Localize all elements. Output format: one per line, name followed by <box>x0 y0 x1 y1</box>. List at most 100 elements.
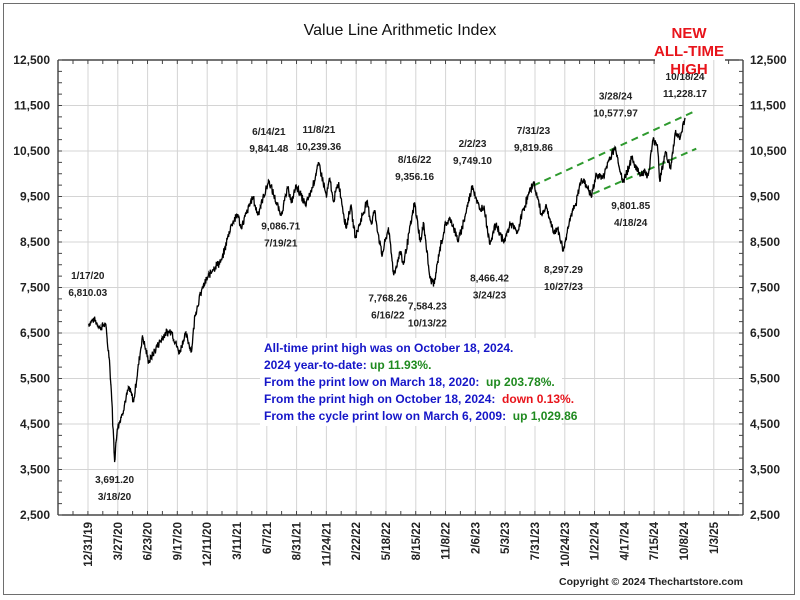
annotation-value: 8,466.42 <box>470 274 509 285</box>
annotation-10-13-22: 7,584.23 10/13/22 <box>408 302 447 330</box>
annotation-value: 8,297.29 <box>544 265 583 276</box>
y-tick-label: 4,500 <box>750 417 780 431</box>
annotation-date: 11/8/21 <box>303 125 336 136</box>
x-tick-label: 12/31/19 <box>83 522 95 567</box>
info-line: 2024 year-to-date: up 11.93%. <box>264 358 431 372</box>
annotation-7-19-21: 9,086.71 7/19/21 <box>261 221 300 249</box>
annotation-date: 4/18/24 <box>614 218 648 229</box>
data-annotations: 1/17/20 6,810.03 3,691.20 3/18/20 6/14/21 9,8… <box>68 72 707 503</box>
info-span: From the print low on March 18, 2020: <box>264 375 486 389</box>
x-tick-label: 6/7/21 <box>262 521 274 554</box>
trend-line-lower <box>592 147 697 195</box>
x-tick-label: 11/8/22 <box>441 522 453 560</box>
y-tick-label: 12,500 <box>750 53 787 67</box>
chart-title: Value Line Arithmetic Index <box>304 22 497 39</box>
annotation-date: 7/31/23 <box>517 126 551 137</box>
y-tick-label: 3,500 <box>750 463 780 477</box>
info-span: 2024 year-to-date: <box>264 358 370 372</box>
y-tick-label: 6,500 <box>20 326 50 340</box>
x-tick-label: 2/6/23 <box>470 522 482 554</box>
annotation-value: 9,841.48 <box>249 144 288 155</box>
x-tick-label: 10/8/24 <box>679 521 691 560</box>
annotation-3-24-23: 8,466.42 3/24/23 <box>470 274 509 302</box>
y-tick-label: 12,500 <box>13 53 50 67</box>
series-line-value-line-arithmetic-index <box>88 117 686 463</box>
annotation-value: 10,577.97 <box>593 108 638 119</box>
annotation-date: 10/18/24 <box>666 72 705 83</box>
x-tick-label: 12/11/20 <box>202 522 214 566</box>
annotation-value: 9,356.16 <box>395 172 434 183</box>
x-tick-label: 6/23/20 <box>143 522 155 560</box>
x-tick-label: 4/17/24 <box>619 521 631 560</box>
y-tick-label: 4,500 <box>20 417 50 431</box>
info-span: From the print high on October 18, 2024: <box>264 392 502 406</box>
annotation-date: 1/17/20 <box>71 271 105 282</box>
annotation-6-16-22: 7,768.26 6/16/22 <box>368 293 407 321</box>
y-tick-label: 11,500 <box>14 99 50 113</box>
annotation-1-17-20: 1/17/20 6,810.03 <box>68 271 107 299</box>
y-tick-labels-left: 2,500 3,500 4,500 5,500 6,500 7,500 8,500 9,500… <box>13 53 50 522</box>
annotation-value: 9,819.86 <box>514 143 553 154</box>
annotation-date: 3/18/20 <box>98 492 132 503</box>
annotation-value: 11,228.17 <box>663 89 707 100</box>
gridlines <box>58 60 743 515</box>
info-span: down 0.13%. <box>502 392 574 406</box>
info-line: From the print low on March 18, 2020: up… <box>264 375 555 389</box>
x-tick-label: 9/17/20 <box>172 522 184 560</box>
y-tick-labels-right: 2,500 3,500 4,500 5,500 6,500 7,500 8,500 9,500… <box>750 53 787 522</box>
y-tick-label: 5,500 <box>750 372 780 386</box>
x-tick-label: 2/22/22 <box>351 522 363 560</box>
annotation-value: 6,810.03 <box>68 288 107 299</box>
annotation-10-18-24: 10/18/24 11,228.17 <box>663 72 707 100</box>
info-box-background <box>260 338 562 426</box>
x-tick-label: 3/27/20 <box>113 522 125 560</box>
info-line: From the cycle print low on March 6, 200… <box>264 409 578 423</box>
x-tick-labels: 12/31/19 3/27/20 6/23/20 9/17/20 12/11/20 3/1… <box>83 521 721 566</box>
annotation-2-2-23: 2/2/23 9,749.10 <box>453 139 492 167</box>
annotation-3-28-24: 3/28/24 10,577.97 <box>593 91 638 119</box>
y-tick-label: 5,500 <box>20 372 50 386</box>
annotation-date: 7/19/21 <box>264 238 298 249</box>
annotation-4-18-24: 9,801.85 4/18/24 <box>611 201 650 229</box>
x-tick-label: 10/24/23 <box>560 522 572 567</box>
x-tick-label: 1/3/25 <box>709 521 721 554</box>
annotation-value: 9,801.85 <box>611 201 650 212</box>
annotation-value: 7,584.23 <box>408 302 447 313</box>
info-span: up 1,029.86 <box>513 409 578 423</box>
y-tick-label: 2,500 <box>20 508 50 522</box>
x-tick-label: 1/22/24 <box>590 521 602 560</box>
x-tick-label: 5/3/23 <box>500 522 512 554</box>
info-span: All-time print high was on October 18, 2… <box>264 341 513 355</box>
y-tick-label: 7,500 <box>20 281 50 295</box>
x-tick-label: 7/15/24 <box>649 521 661 560</box>
y-tick-label: 9,500 <box>20 190 50 204</box>
annotation-value: 9,086.71 <box>261 221 300 232</box>
y-tick-label: 9,500 <box>750 190 780 204</box>
callout-line: ALL-TIME <box>654 43 724 60</box>
annotation-10-27-23: 8,297.29 10/27/23 <box>544 265 583 293</box>
y-tick-label: 8,500 <box>750 235 780 249</box>
chart-frame <box>3 3 795 595</box>
annotation-date: 6/16/22 <box>371 310 405 321</box>
y-tick-label: 10,500 <box>13 144 50 158</box>
annotation-date: 3/28/24 <box>599 91 633 102</box>
copyright-text: Copyright © 2024 Thechartstore.com <box>559 576 743 588</box>
x-tick-label: 7/31/23 <box>530 522 542 560</box>
y-tick-label: 8,500 <box>20 235 50 249</box>
y-tick-label: 7,500 <box>750 281 780 295</box>
info-line: All-time print high was on October 18, 2… <box>264 341 513 355</box>
trend-channel <box>533 109 697 195</box>
callout-line: NEW <box>672 25 708 42</box>
axes <box>57 59 744 516</box>
y-tick-label: 10,500 <box>750 144 787 158</box>
annotation-date: 10/13/22 <box>408 319 447 330</box>
annotation-11-8-21: 11/8/21 10,239.36 <box>297 125 342 153</box>
annotation-8-16-22: 8/16/22 9,356.16 <box>395 155 434 183</box>
info-line: From the print high on October 18, 2024:… <box>264 392 574 406</box>
x-tick-label: 5/18/22 <box>381 522 393 560</box>
info-span: up 203.78%. <box>486 375 555 389</box>
annotation-date: 6/14/21 <box>252 127 286 138</box>
annotation-date: 2/2/23 <box>459 139 487 150</box>
